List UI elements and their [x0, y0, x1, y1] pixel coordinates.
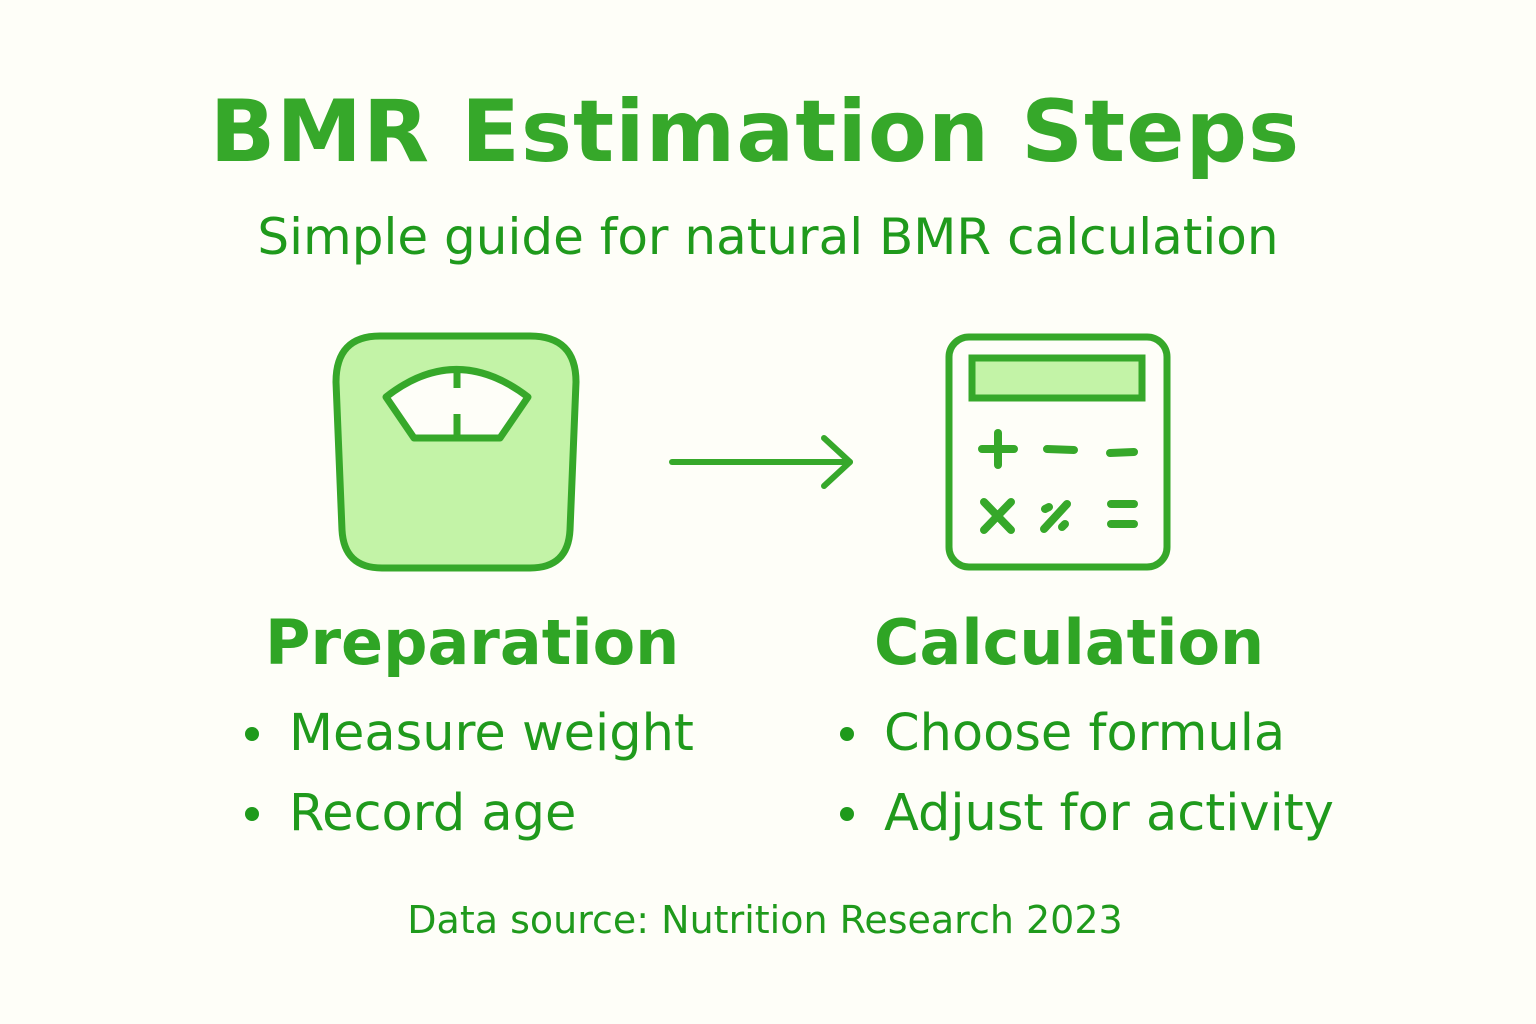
list-item-text: Adjust for activity	[884, 784, 1334, 843]
subtitle: Simple guide for natural BMR calculation	[257, 208, 1279, 266]
bullet-icon	[245, 807, 259, 821]
arrow-right-icon	[669, 435, 853, 489]
list-item-text: Measure weight	[289, 704, 694, 763]
bullet-icon	[840, 727, 854, 741]
list-item: Measure weight	[245, 694, 694, 774]
bullet-icon	[840, 807, 854, 821]
calculation-list: Choose formula Adjust for activity	[840, 694, 1334, 854]
bathroom-scale-icon	[332, 332, 580, 572]
step-heading-calculation: Calculation	[874, 606, 1265, 679]
page-title: BMR Estimation Steps	[209, 82, 1301, 182]
data-source-footer: Data source: Nutrition Research 2023	[407, 898, 1123, 942]
list-item: Choose formula	[840, 694, 1334, 774]
preparation-list: Measure weight Record age	[245, 694, 694, 854]
list-item: Adjust for activity	[840, 774, 1334, 854]
list-item-text: Choose formula	[884, 704, 1286, 763]
step-heading-preparation: Preparation	[265, 606, 680, 679]
bullet-icon	[245, 727, 259, 741]
list-item-text: Record age	[289, 784, 577, 843]
list-item: Record age	[245, 774, 694, 854]
calculator-icon	[945, 333, 1171, 571]
